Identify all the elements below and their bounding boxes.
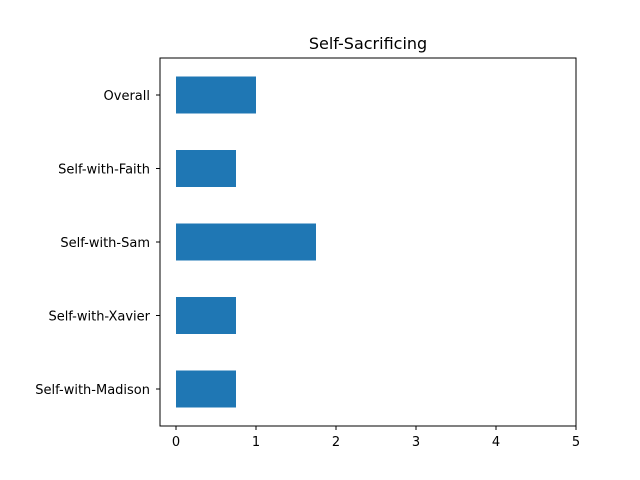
x-tick-label: 0 — [172, 435, 180, 450]
y-tick-label: Self-with-Faith — [58, 163, 150, 178]
chart-title: Self-Sacrificing — [309, 34, 427, 53]
x-tick-label: 2 — [332, 435, 340, 450]
y-tick-label: Self-with-Xavier — [48, 310, 150, 325]
x-tick-label: 5 — [572, 435, 580, 450]
bars-layer — [176, 76, 316, 408]
bar-self-with-sam — [176, 223, 316, 261]
plot-frame — [159, 57, 577, 427]
bar-overall — [176, 76, 256, 114]
axes-layer: Overall Self-with-Faith Self-with-Sam Self-… — [35, 57, 580, 450]
y-tick-label: Self-with-Madison — [35, 383, 150, 398]
x-tick-label: 4 — [492, 435, 500, 450]
bar-self-with-xavier — [176, 297, 236, 334]
x-tick-label: 1 — [252, 435, 260, 450]
bar-self-with-madison — [176, 370, 236, 408]
y-tick-label: Overall — [104, 89, 150, 104]
y-tick-label: Self-with-Sam — [60, 236, 150, 251]
bar-self-with-faith — [176, 150, 236, 187]
x-tick-label: 3 — [412, 435, 420, 450]
